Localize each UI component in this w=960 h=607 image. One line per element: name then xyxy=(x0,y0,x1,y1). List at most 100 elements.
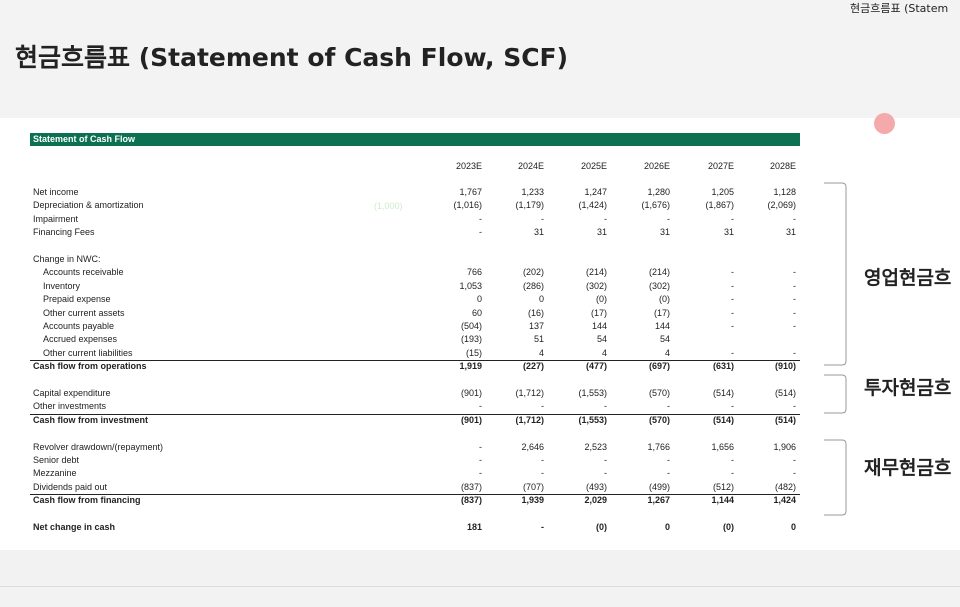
cell-value: 31 xyxy=(659,227,670,238)
cell-value: - xyxy=(541,213,544,224)
cell-value: (514) xyxy=(774,414,796,425)
cell-value: - xyxy=(604,455,607,465)
column-header: 2026E xyxy=(643,161,670,171)
cell-value: (0) xyxy=(596,294,607,305)
cell-value: 1,280 xyxy=(647,187,670,197)
cell-value: 1,919 xyxy=(459,361,482,372)
header-band xyxy=(0,0,960,118)
cell-value: (514) xyxy=(712,388,734,398)
cell-value: 1,767 xyxy=(459,187,482,197)
cell-value: 31 xyxy=(596,227,607,238)
cell-value: - xyxy=(731,267,734,278)
column-header: 2025E xyxy=(580,161,607,171)
row-label: Accounts receivable xyxy=(43,267,124,278)
cell-value: (482) xyxy=(774,481,796,492)
row-label: Revolver drawdown/(repayment) xyxy=(33,441,164,452)
cell-value: 766 xyxy=(466,267,482,278)
row-label: Impairment xyxy=(33,213,79,224)
cell-value: - xyxy=(793,468,796,479)
cell-value: 0 xyxy=(664,522,670,532)
cell-value: - xyxy=(479,441,482,452)
cell-value: 1,053 xyxy=(459,280,482,291)
cell-value: - xyxy=(541,522,544,532)
cell-value: (286) xyxy=(522,280,544,291)
cell-value: - xyxy=(604,468,607,479)
cell-value: (1,179) xyxy=(515,200,544,211)
cell-value: - xyxy=(479,455,482,465)
cell-value: 60 xyxy=(471,307,482,318)
table-title: Statement of Cash Flow xyxy=(33,134,136,144)
row-label: Cash flow from investment xyxy=(33,414,149,425)
cell-value: - xyxy=(793,401,796,412)
cell-value: 31 xyxy=(533,227,544,238)
cell-value: (17) xyxy=(590,307,607,318)
cell-value: 1,656 xyxy=(711,441,734,452)
cell-value: (707) xyxy=(522,481,544,492)
cell-value: (514) xyxy=(712,414,734,425)
cell-value: - xyxy=(479,213,482,224)
cell-value: - xyxy=(793,455,796,465)
cell-value: (910) xyxy=(774,361,796,372)
row-label: Cash flow from operations xyxy=(33,361,147,372)
cell-value: (1,553) xyxy=(578,388,607,398)
cell-value: - xyxy=(479,468,482,479)
rule-line xyxy=(30,413,800,415)
cell-value: (302) xyxy=(648,280,670,291)
column-header: 2027E xyxy=(707,161,734,171)
cell-value: 0 xyxy=(476,294,482,305)
pointer-dot xyxy=(874,113,895,134)
cell-value: 144 xyxy=(654,321,670,331)
row-label: Accounts payable xyxy=(43,321,115,331)
cell-value: (202) xyxy=(522,267,544,278)
cell-value: - xyxy=(667,455,670,465)
cell-value: 2,523 xyxy=(584,441,607,452)
cell-value: (1,424) xyxy=(578,200,607,211)
row-label: Prepaid expense xyxy=(43,294,111,305)
cell-value: (1,553) xyxy=(578,414,607,425)
cell-value: (214) xyxy=(648,267,670,278)
note: (1,000) xyxy=(374,201,403,211)
cell-value: - xyxy=(731,294,734,305)
cell-value: - xyxy=(793,280,796,291)
cell-value: (697) xyxy=(648,361,670,372)
cell-value: 51 xyxy=(533,334,544,345)
row-label: Change in NWC: xyxy=(33,254,101,264)
row-label: Financing Fees xyxy=(33,227,95,238)
cell-value: - xyxy=(731,468,734,479)
cell-value: - xyxy=(793,347,796,358)
cell-value: - xyxy=(731,307,734,318)
cell-value: - xyxy=(541,401,544,412)
cell-value: - xyxy=(731,455,734,465)
row-label: Inventory xyxy=(43,280,81,291)
cell-value: (901) xyxy=(460,388,482,398)
content xyxy=(0,118,960,550)
corner-title: 현금흐름표 (Statem xyxy=(850,2,949,15)
column-header: 2024E xyxy=(517,161,544,171)
cell-value: - xyxy=(793,294,796,305)
cell-value: (302) xyxy=(585,280,607,291)
cell-value: 1,144 xyxy=(711,495,734,506)
cell-value: 1,939 xyxy=(521,495,544,506)
cell-value: (16) xyxy=(527,307,544,318)
cell-value: 144 xyxy=(591,321,607,331)
cell-value: - xyxy=(731,213,734,224)
row-label: Senior debt xyxy=(33,455,80,465)
cell-value: 1,128 xyxy=(773,187,796,197)
cell-value: - xyxy=(793,307,796,318)
cell-value: (0) xyxy=(723,522,734,532)
cell-value: (499) xyxy=(648,481,670,492)
cell-value: (214) xyxy=(585,267,607,278)
rule-line xyxy=(30,494,800,496)
cell-value: 54 xyxy=(659,334,670,345)
cell-value: (17) xyxy=(653,307,670,318)
cell-value: (1,016) xyxy=(453,200,482,211)
cell-value: (514) xyxy=(774,388,796,398)
cell-value: 1,906 xyxy=(773,441,796,452)
cell-value: 2,029 xyxy=(584,495,607,506)
cell-value: (1,867) xyxy=(705,200,734,211)
row-label: Net income xyxy=(33,187,79,197)
cell-value: - xyxy=(793,213,796,224)
cell-value: 54 xyxy=(596,334,607,345)
cell-value: 4 xyxy=(601,347,607,358)
